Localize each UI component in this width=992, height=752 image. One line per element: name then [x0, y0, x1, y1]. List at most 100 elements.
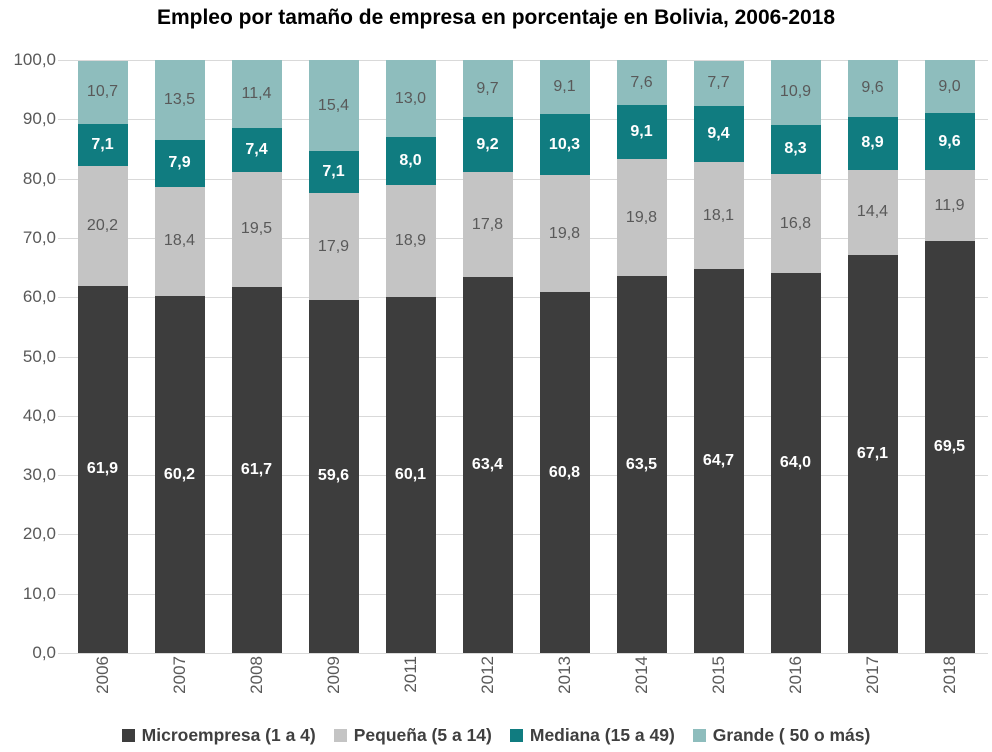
bar-segment: 8,9 — [847, 116, 898, 170]
legend-swatch-icon — [692, 729, 706, 742]
bar-segment: 10,9 — [770, 60, 821, 125]
bar-segment: 15,4 — [308, 60, 359, 152]
bar-segment: 60,2 — [154, 296, 205, 653]
x-axis-tick-label: 2015 — [708, 656, 728, 694]
x-axis-tick-label: 2013 — [554, 656, 574, 694]
bar-segment: 63,5 — [616, 276, 667, 653]
bar-segment: 11,4 — [231, 60, 282, 128]
stacked-bar-2013: 60,8 19,8 10,3 9,1 — [539, 60, 590, 653]
x-axis-tick: 2014 — [617, 656, 667, 702]
gridline — [58, 297, 988, 299]
x-axis-tick: 2012 — [463, 656, 513, 702]
bar-segment: 19,8 — [539, 175, 590, 293]
x-axis-tick-label: 2008 — [246, 656, 266, 694]
bar-segment: 13,0 — [385, 60, 436, 138]
bar-segment: 19,8 — [616, 159, 667, 277]
x-axis-tick: 2007 — [155, 656, 205, 702]
x-axis-tick: 2011 — [386, 656, 436, 702]
bar-segment: 8,3 — [770, 124, 821, 174]
stacked-bar-2014: 63,5 19,8 9,1 7,6 — [616, 60, 667, 653]
legend-item: Mediana (15 a 49) — [509, 725, 675, 746]
bar-segment: 17,9 — [308, 193, 359, 300]
x-axis-tick-label: 2007 — [169, 656, 189, 694]
bar-segment: 7,1 — [77, 124, 128, 167]
y-axis-tick-label: 20,0 — [22, 524, 56, 544]
chart-title: Empleo por tamaño de empresa en porcenta… — [156, 6, 836, 29]
y-axis-tick-label: 50,0 — [22, 346, 56, 366]
x-axis-tick: 2013 — [540, 656, 590, 702]
bar-segment: 16,8 — [770, 173, 821, 274]
bar-segment: 10,3 — [539, 113, 590, 176]
x-axis-tick-label: 2017 — [862, 656, 882, 694]
gridline — [58, 60, 988, 61]
x-axis-tick-label: 2018 — [939, 656, 959, 694]
stacked-bar-2009: 59,6 17,9 7,1 15,4 — [308, 60, 359, 653]
y-axis-tick-label: 100,0 — [13, 50, 56, 69]
bar-segment: 18,9 — [385, 184, 436, 297]
legend-swatch-icon — [333, 729, 347, 742]
stacked-bar-2018: 69,5 11,9 9,6 9,0 — [924, 60, 975, 653]
gridline — [58, 534, 988, 536]
x-axis: 2006 2007 2008 2009 2011 2012 2013 2014 2015 2016… — [64, 656, 988, 702]
bar-segment: 60,1 — [385, 296, 436, 653]
bar-segment: 7,4 — [231, 127, 282, 172]
gridline — [58, 237, 988, 239]
gridline — [58, 653, 988, 654]
x-axis-tick-label: 2011 — [400, 656, 420, 693]
bar-segment: 17,8 — [462, 171, 513, 278]
legend: Microempresa (1 a 4) Pequeña (5 a 14) Medi… — [0, 725, 992, 746]
bar-segment: 64,7 — [693, 269, 744, 653]
x-axis-tick: 2006 — [78, 656, 128, 702]
bar-segment: 13,5 — [154, 60, 205, 141]
gridline — [58, 415, 988, 417]
legend-label: Microempresa (1 a 4) — [141, 725, 316, 745]
legend-item: Grande ( 50 o más) — [692, 725, 870, 746]
y-axis-tick-label: 80,0 — [22, 168, 56, 188]
bar-segment: 9,7 — [462, 59, 513, 118]
x-axis-tick-label: 2012 — [477, 656, 497, 694]
bar-segment: 9,6 — [924, 113, 975, 171]
bar-segment: 69,5 — [924, 240, 975, 653]
y-axis-tick-label: 90,0 — [22, 109, 56, 129]
x-axis-tick-label: 2014 — [631, 656, 651, 694]
bar-segment: 7,7 — [693, 60, 744, 107]
bar-segment: 64,0 — [770, 273, 821, 653]
plot-area: 100,0 90,0 80,0 70,0 60,0 50,0 40,0 30,0 20,0 10,… — [13, 50, 988, 662]
x-axis-tick: 2015 — [694, 656, 744, 702]
bar-segment: 9,2 — [462, 117, 513, 172]
gridline — [58, 475, 988, 477]
x-axis-tick-label: 2006 — [92, 656, 112, 694]
bar-segment: 10,7 — [77, 60, 128, 125]
legend-item: Pequeña (5 a 14) — [333, 725, 492, 746]
bar-segment: 20,2 — [77, 166, 128, 286]
bar-segment: 63,4 — [462, 277, 513, 653]
x-axis-tick: 2009 — [309, 656, 359, 702]
bar-segment: 7,6 — [616, 60, 667, 106]
stacked-bar-2017: 67,1 14,4 8,9 9,6 — [847, 60, 898, 653]
y-axis-tick-label: 0,0 — [32, 643, 56, 662]
stacked-bar-2006: 61,9 20,2 7,1 10,7 — [77, 60, 128, 653]
bar-segment: 9,4 — [693, 106, 744, 163]
legend-label: Pequeña (5 a 14) — [353, 725, 492, 745]
bar-segment: 9,0 — [924, 60, 975, 114]
stacked-bar-2008: 61,7 19,5 7,4 11,4 — [231, 60, 282, 653]
legend-swatch-icon — [121, 729, 135, 742]
legend-swatch-icon — [509, 729, 523, 742]
bar-segment: 8,0 — [385, 137, 436, 185]
legend-item: Microempresa (1 a 4) — [121, 725, 316, 746]
y-axis-tick-label: 10,0 — [22, 583, 56, 603]
stacked-bar-2007: 60,2 18,4 7,9 13,5 — [154, 60, 205, 653]
gridline — [58, 119, 988, 121]
x-axis-tick-label: 2016 — [785, 656, 805, 694]
stacked-bar-2012: 63,4 17,8 9,2 9,7 — [462, 59, 513, 653]
legend-label: Mediana (15 a 49) — [529, 725, 675, 745]
gridline — [58, 356, 988, 358]
bar-segment: 9,1 — [616, 105, 667, 160]
x-axis-tick: 2016 — [771, 656, 821, 702]
y-axis-tick-label: 60,0 — [22, 287, 56, 307]
stacked-bar-2015: 64,7 18,1 9,4 7,7 — [693, 60, 744, 653]
gridline — [58, 178, 988, 180]
bar-segment: 67,1 — [847, 255, 898, 653]
bar-segment: 59,6 — [308, 299, 359, 653]
